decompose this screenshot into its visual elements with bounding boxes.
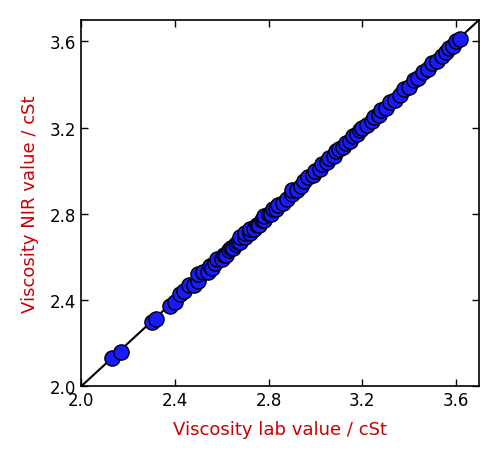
Point (292, 187, 300, 194)
Point (400, 86, 408, 93)
Point (236, 239, 244, 246)
Point (108, 355, 116, 362)
Point (288, 191, 296, 199)
Point (206, 262, 214, 269)
Point (358, 125, 366, 132)
Point (298, 183, 306, 190)
Point (456, 36, 464, 44)
Point (332, 148, 340, 156)
Point (428, 60, 436, 67)
Point (190, 282, 198, 289)
Point (166, 303, 174, 310)
Point (180, 288, 188, 296)
Point (194, 271, 202, 278)
Point (267, 211, 275, 218)
Point (438, 54, 446, 61)
Point (234, 239, 242, 246)
Point (330, 152, 338, 160)
Point (272, 207, 280, 214)
Point (230, 245, 237, 252)
Point (386, 99, 394, 106)
Point (218, 256, 226, 263)
Point (424, 67, 432, 74)
Point (227, 245, 235, 252)
Point (260, 217, 268, 224)
Point (264, 211, 272, 218)
Point (382, 105, 390, 112)
Point (342, 140, 350, 147)
Point (117, 348, 125, 356)
Point (246, 226, 254, 233)
Point (316, 166, 324, 173)
Point (340, 144, 347, 151)
Point (213, 256, 221, 263)
Point (246, 230, 254, 237)
Point (450, 43, 458, 50)
Point (241, 230, 249, 237)
Point (396, 92, 404, 100)
Point (222, 252, 230, 259)
Point (185, 282, 193, 289)
Point (405, 84, 413, 91)
Point (377, 107, 385, 115)
Point (323, 159, 331, 166)
Point (356, 127, 364, 134)
Point (236, 234, 244, 241)
Point (334, 146, 342, 153)
Point (444, 45, 452, 52)
Point (152, 316, 160, 323)
Point (210, 260, 218, 268)
Point (232, 241, 240, 248)
Point (349, 133, 357, 140)
Point (374, 112, 382, 119)
Point (176, 290, 184, 297)
Point (224, 247, 232, 255)
Point (274, 202, 282, 209)
Point (312, 168, 320, 175)
X-axis label: Viscosity lab value / cSt: Viscosity lab value / cSt (173, 420, 387, 438)
Point (370, 114, 378, 121)
Point (442, 50, 450, 57)
Point (414, 75, 422, 83)
Point (433, 58, 441, 65)
Point (260, 213, 268, 220)
Point (278, 200, 286, 207)
Point (284, 196, 292, 203)
Point (148, 318, 156, 325)
Point (391, 97, 399, 104)
Point (300, 179, 308, 186)
Point (208, 264, 216, 272)
Point (346, 138, 354, 145)
Point (452, 39, 460, 46)
Point (288, 187, 296, 194)
Point (241, 234, 249, 241)
Point (199, 269, 207, 276)
Point (204, 269, 212, 276)
Point (368, 118, 376, 125)
Point (410, 77, 418, 84)
Point (363, 123, 371, 130)
Point (255, 221, 263, 229)
Point (354, 131, 362, 139)
Point (194, 277, 202, 285)
Point (326, 155, 334, 162)
Point (258, 217, 266, 224)
Point (318, 161, 326, 168)
Point (250, 226, 258, 233)
Point (269, 207, 277, 214)
Point (309, 172, 317, 179)
Point (253, 221, 261, 229)
Y-axis label: Viscosity NIR value / cSt: Viscosity NIR value / cSt (21, 95, 39, 312)
Point (220, 252, 228, 259)
Point (419, 69, 427, 76)
Point (304, 174, 312, 181)
Point (171, 299, 179, 306)
